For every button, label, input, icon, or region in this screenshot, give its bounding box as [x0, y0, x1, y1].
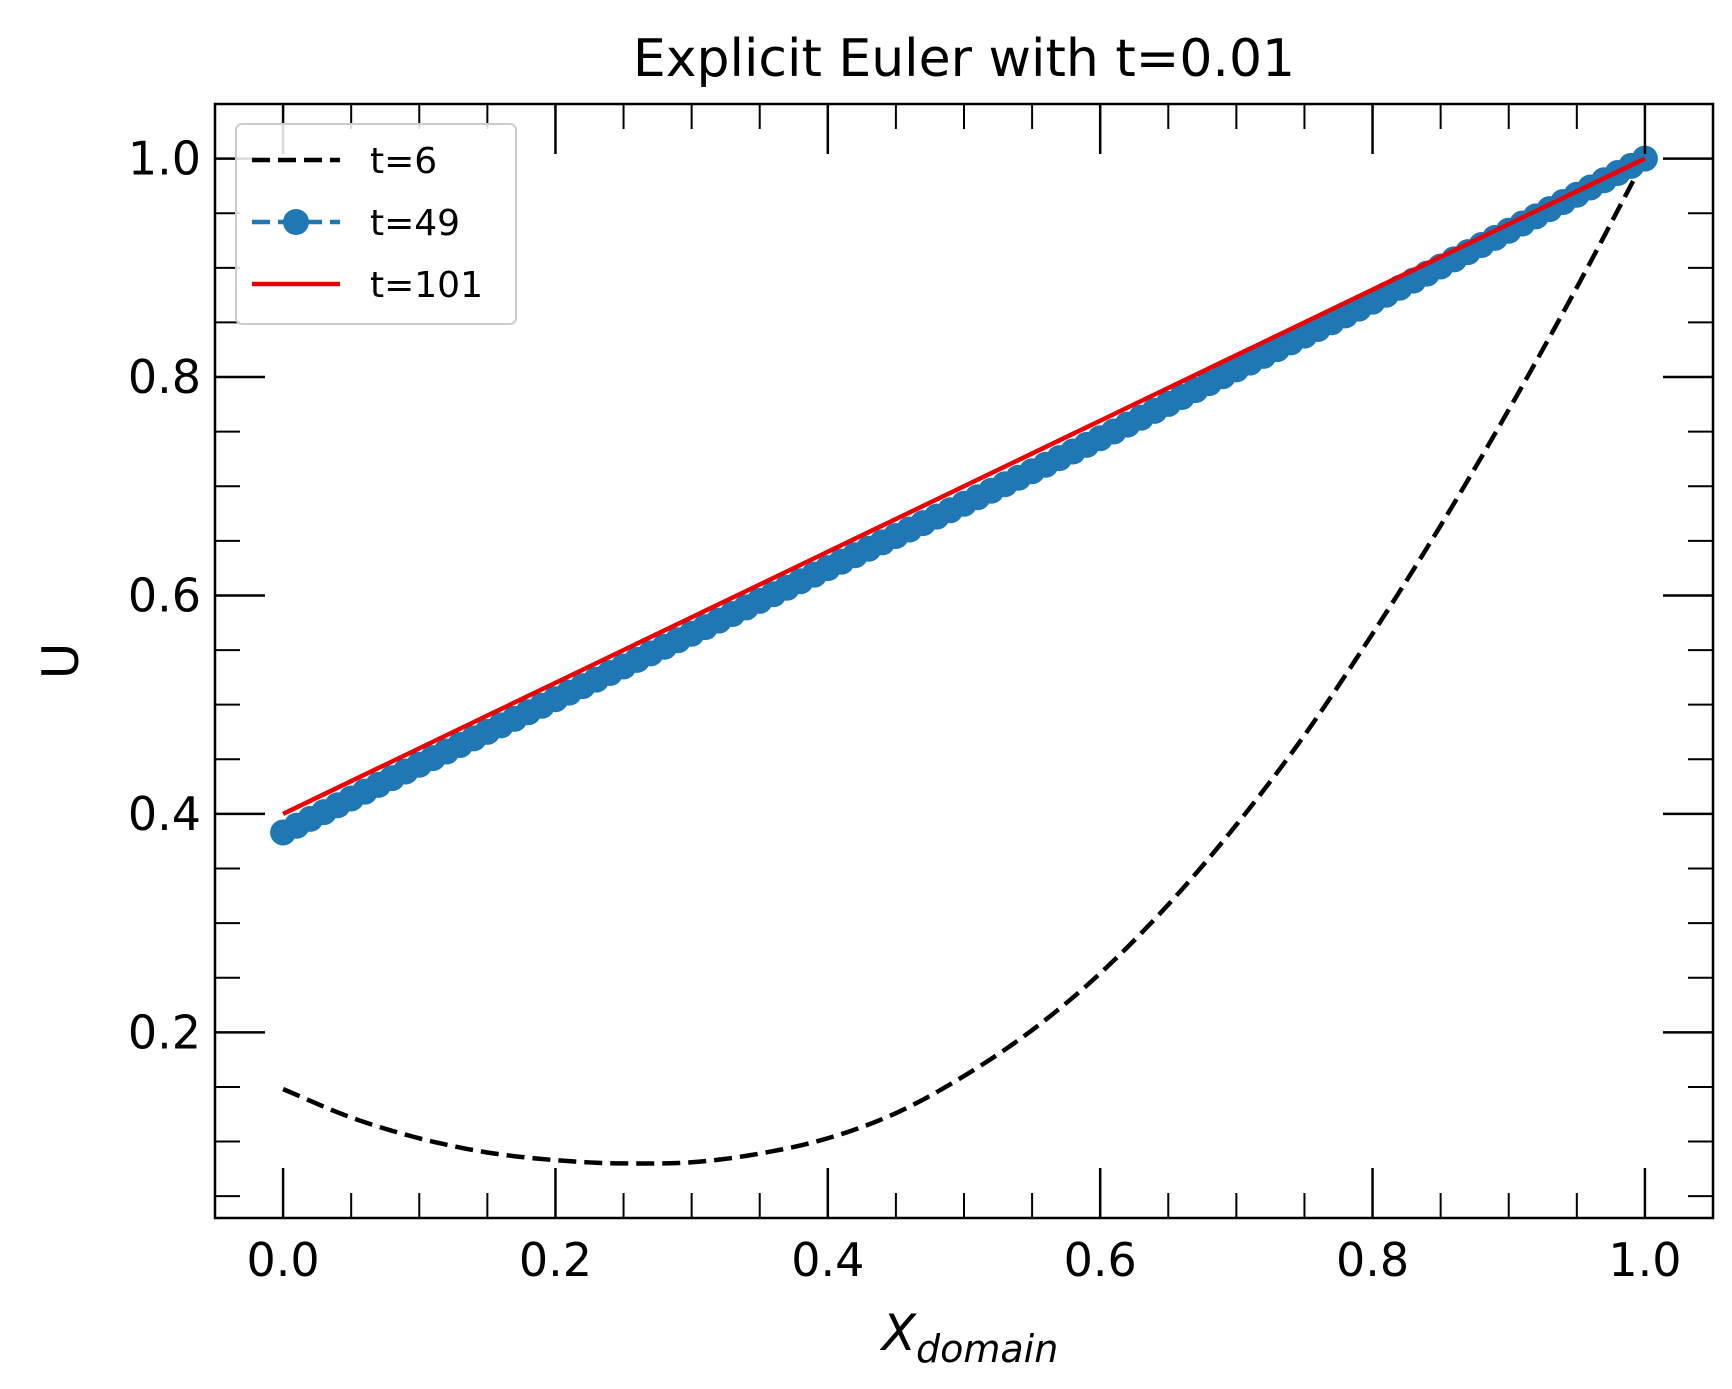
- legend-label-t-101: t=101: [370, 265, 483, 306]
- x-axis-label-subscript: domain: [916, 1327, 1058, 1371]
- series-t-6: [282, 157, 1647, 1166]
- y-axis-label: U: [32, 643, 90, 680]
- x-tick-label: 0.8: [1336, 1233, 1409, 1287]
- legend-label-t-6: t=6: [370, 141, 437, 182]
- y-tick-label: 0.8: [128, 350, 201, 404]
- x-tick-label: 1.0: [1608, 1233, 1681, 1287]
- legend-entry-t-49: t=49: [252, 203, 460, 244]
- legend-entries: t=6 t=49 t=101: [252, 141, 483, 306]
- x-axis-label-main: X: [879, 1304, 918, 1362]
- plot-frame: [213, 102, 1715, 1220]
- series-t-101: [282, 156, 1646, 816]
- legend: t=6 t=49 t=101: [235, 123, 517, 325]
- y-tick-label: 0.4: [128, 787, 201, 841]
- series-line-t-101: [282, 156, 1646, 816]
- legend-entry-t-6: t=6: [252, 141, 437, 182]
- x-tick-label: 0.0: [247, 1233, 320, 1287]
- x-tick-label: 0.6: [1064, 1233, 1137, 1287]
- legend-box: [235, 123, 517, 325]
- series-layer: [270, 145, 1658, 1166]
- x-tick-label: 0.4: [791, 1233, 864, 1287]
- series-line-t-6: [282, 157, 1647, 1166]
- chart-title: Explicit Euler with t=0.01: [633, 29, 1295, 89]
- legend-label-t-49: t=49: [370, 203, 460, 244]
- x-axis-label: Xdomain: [879, 1304, 1059, 1371]
- y-tick-label: 0.6: [128, 568, 201, 622]
- y-tick-label: 0.2: [128, 1005, 201, 1059]
- legend-marker-t-49: [283, 209, 309, 235]
- x-tick-label: 0.2: [519, 1233, 592, 1287]
- ticks-layer: 0.0 0.2 0.4 0.6 0.8 1.0 0.2 0.4 0.6 0.8 1.0: [128, 103, 1714, 1287]
- y-tick-label: 1.0: [128, 132, 201, 186]
- legend-entry-t-101: t=101: [252, 265, 483, 306]
